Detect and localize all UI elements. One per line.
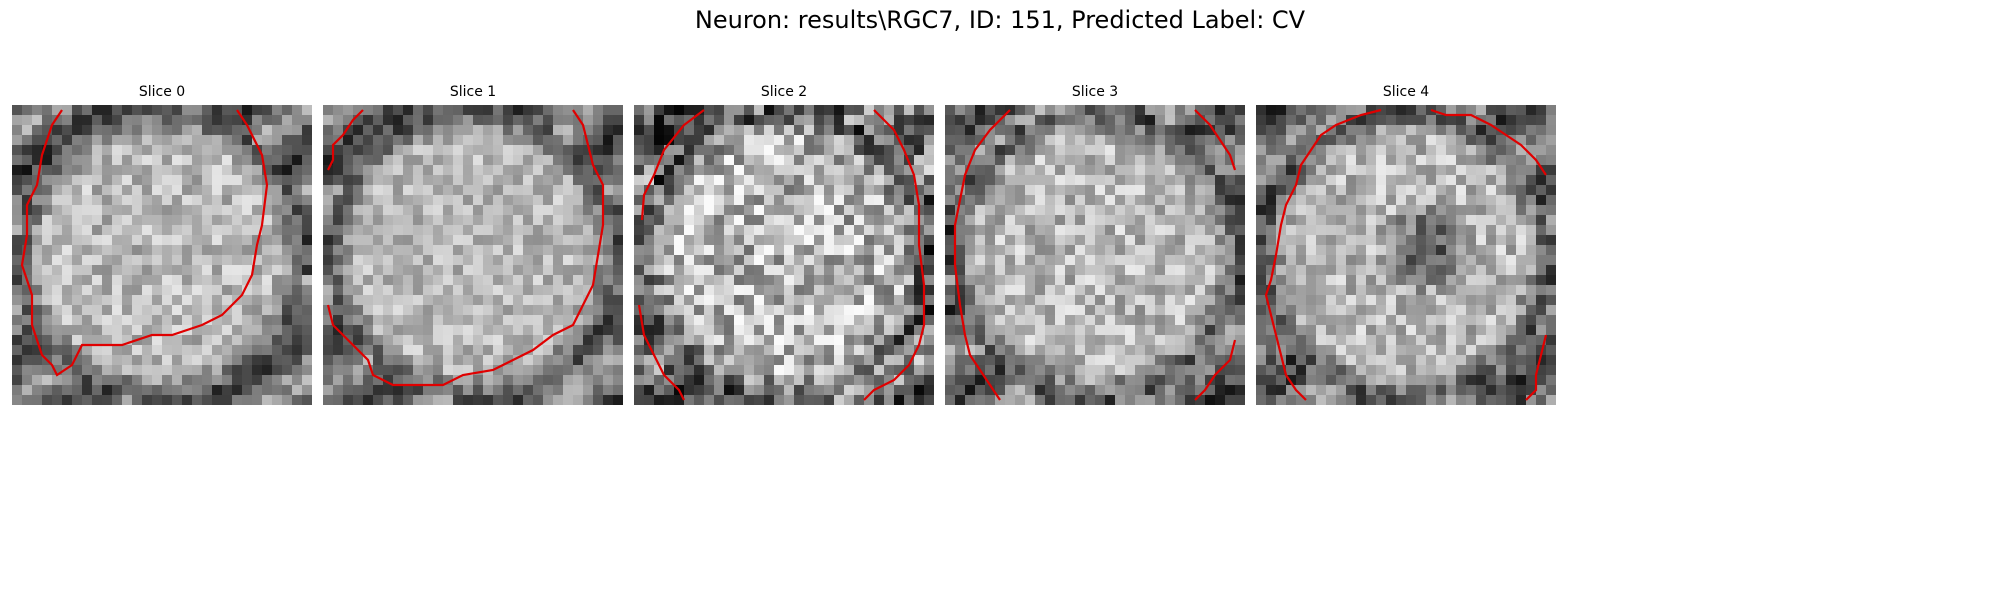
slice-title-1: Slice 1 — [449, 84, 497, 100]
slice-panel-3: Slice 3 — [945, 84, 1245, 405]
slice-title-4: Slice 4 — [1382, 84, 1430, 100]
contour-3c — [1194, 339, 1237, 401]
slice-panel-1: Slice 1 — [323, 84, 623, 405]
slice-panel-2: Slice 2 — [634, 84, 934, 405]
slice-title-3: Slice 3 — [1071, 84, 1119, 100]
contour-3a — [953, 109, 1011, 401]
contour-4b — [1430, 108, 1547, 176]
contour-1b — [326, 109, 605, 387]
contour-0 — [20, 109, 269, 377]
contour-4c — [1525, 334, 1548, 401]
contour-2a — [640, 109, 705, 221]
slice-title-2: Slice 2 — [760, 84, 808, 100]
slice-image-1 — [323, 105, 623, 405]
slice-panel-0: Slice 0 — [12, 84, 312, 405]
slice-image-3 — [945, 105, 1245, 405]
slice-title-0: Slice 0 — [138, 84, 186, 100]
slice-image-4 — [1256, 105, 1556, 405]
contour-2b — [637, 304, 685, 401]
slice-image-2 — [634, 105, 934, 405]
slice-image-0 — [12, 105, 312, 405]
contour-2c — [863, 109, 926, 401]
contour-1a — [327, 109, 364, 171]
figure-title: Neuron: results\RGC7, ID: 151, Predicted… — [694, 6, 1306, 34]
contour-3b — [1194, 109, 1237, 171]
contour-4a — [1264, 108, 1382, 401]
slice-panel-4: Slice 4 — [1256, 84, 1556, 405]
